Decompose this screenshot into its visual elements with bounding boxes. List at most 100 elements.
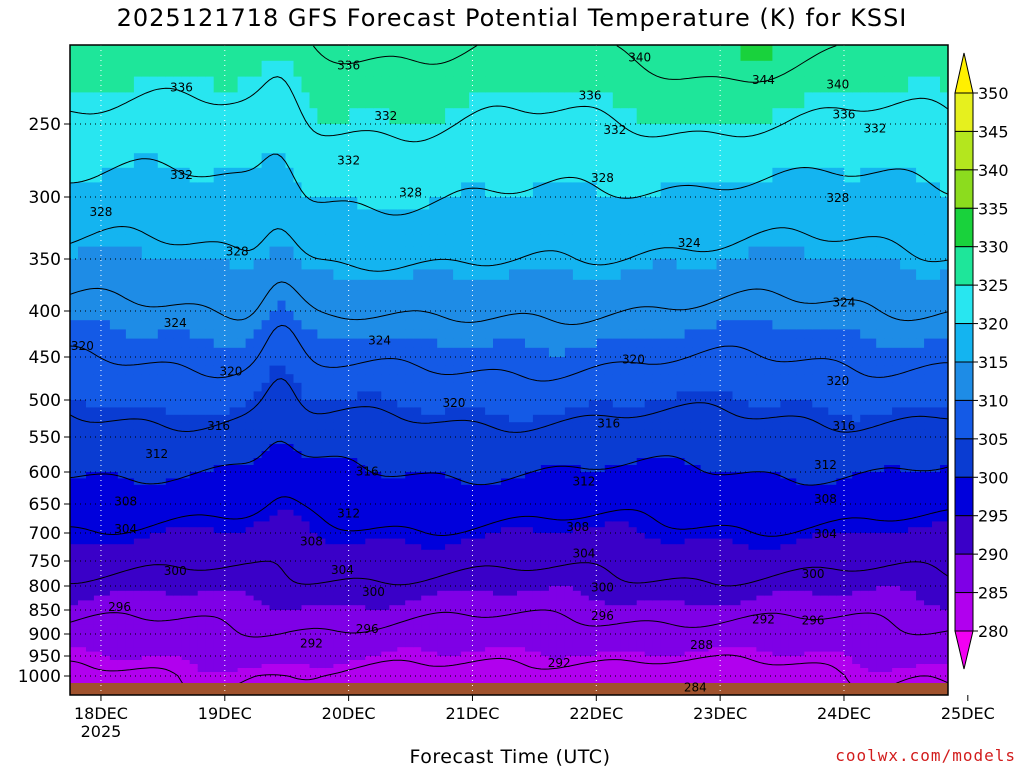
field-cell xyxy=(445,357,454,367)
field-cell xyxy=(157,382,167,392)
field-cell xyxy=(229,651,239,657)
field-cell xyxy=(477,605,486,611)
field-cell xyxy=(540,279,550,291)
field-cell xyxy=(301,521,311,528)
field-cell xyxy=(349,676,358,687)
field-cell xyxy=(373,76,382,93)
field-cell xyxy=(173,672,183,677)
field-cell xyxy=(86,549,95,556)
field-cell xyxy=(125,108,135,125)
field-cell xyxy=(373,329,382,340)
field-cell xyxy=(421,357,430,367)
field-cell xyxy=(70,656,79,661)
field-cell xyxy=(101,472,111,479)
field-cell xyxy=(389,60,398,78)
field-cell xyxy=(109,357,119,367)
field-cell xyxy=(221,329,231,340)
field-cell xyxy=(421,197,430,210)
chart-title: 2025121718 GFS Forecast Potential Temper… xyxy=(116,4,908,32)
field-cell xyxy=(357,221,366,235)
field-cell xyxy=(517,221,526,235)
field-cell xyxy=(149,347,159,358)
field-cell xyxy=(453,414,462,423)
field-cell xyxy=(221,76,231,93)
field-cell xyxy=(485,197,494,210)
field-cell xyxy=(517,549,526,556)
field-cell xyxy=(437,45,446,62)
field-cell xyxy=(253,576,263,582)
field-cell xyxy=(70,221,79,235)
field-cell xyxy=(540,472,550,479)
field-cell xyxy=(437,458,446,466)
field-cell xyxy=(213,300,223,312)
field-cell xyxy=(540,414,550,423)
field-cell xyxy=(213,414,223,423)
field-cell xyxy=(253,279,263,291)
field-cell xyxy=(237,555,247,562)
field-cell xyxy=(86,600,95,606)
field-cell xyxy=(349,290,358,302)
field-cell xyxy=(485,259,494,270)
field-cell xyxy=(357,497,366,505)
field-cell xyxy=(117,651,127,657)
field-cell xyxy=(181,138,191,154)
field-cell xyxy=(405,484,414,492)
field-cell xyxy=(532,538,542,545)
field-cell xyxy=(93,638,103,644)
field-cell xyxy=(381,610,390,616)
field-cell xyxy=(453,634,462,639)
field-cell xyxy=(365,544,374,551)
field-cell xyxy=(485,108,494,125)
field-cell xyxy=(429,491,438,499)
field-cell xyxy=(117,676,127,687)
field-cell xyxy=(397,382,406,392)
field-cell xyxy=(548,167,558,183)
field-cell xyxy=(133,638,143,644)
field-cell xyxy=(373,619,382,625)
field-cell xyxy=(93,544,103,551)
field-cell xyxy=(309,549,319,556)
field-cell xyxy=(453,638,462,644)
field-cell xyxy=(477,320,486,330)
field-cell xyxy=(357,504,366,511)
field-cell xyxy=(133,491,143,499)
field-cell xyxy=(437,656,446,661)
field-cell xyxy=(540,338,550,349)
field-cell xyxy=(333,527,342,534)
field-cell xyxy=(349,167,358,183)
field-cell xyxy=(333,444,342,452)
field-cell xyxy=(269,414,279,423)
field-cell xyxy=(293,527,303,534)
field-cell xyxy=(78,521,87,528)
field-cell xyxy=(189,664,199,669)
field-cell xyxy=(173,444,183,452)
field-cell xyxy=(477,138,486,154)
field-cell xyxy=(389,527,398,534)
field-cell xyxy=(540,590,550,597)
field-cell xyxy=(333,429,342,438)
field-cell xyxy=(501,555,510,562)
field-cell xyxy=(461,329,470,340)
field-cell xyxy=(277,595,287,601)
field-cell xyxy=(485,407,494,416)
field-cell xyxy=(397,581,406,587)
field-cell xyxy=(293,664,303,669)
field-cell xyxy=(86,610,95,616)
field-cell xyxy=(540,538,550,545)
field-cell xyxy=(325,444,334,452)
field-cell xyxy=(365,561,374,567)
field-cell xyxy=(461,382,470,392)
field-cell xyxy=(157,515,167,522)
field-cell xyxy=(173,290,183,302)
field-cell xyxy=(101,167,111,183)
field-cell xyxy=(453,660,462,665)
field-cell xyxy=(421,429,430,438)
field-cell xyxy=(181,664,191,669)
field-cell xyxy=(301,124,311,140)
field-cell xyxy=(86,605,95,611)
field-cell xyxy=(397,153,406,169)
field-cell xyxy=(381,60,390,78)
field-cell xyxy=(469,595,478,601)
field-cell xyxy=(109,590,119,597)
field-cell xyxy=(548,566,558,572)
